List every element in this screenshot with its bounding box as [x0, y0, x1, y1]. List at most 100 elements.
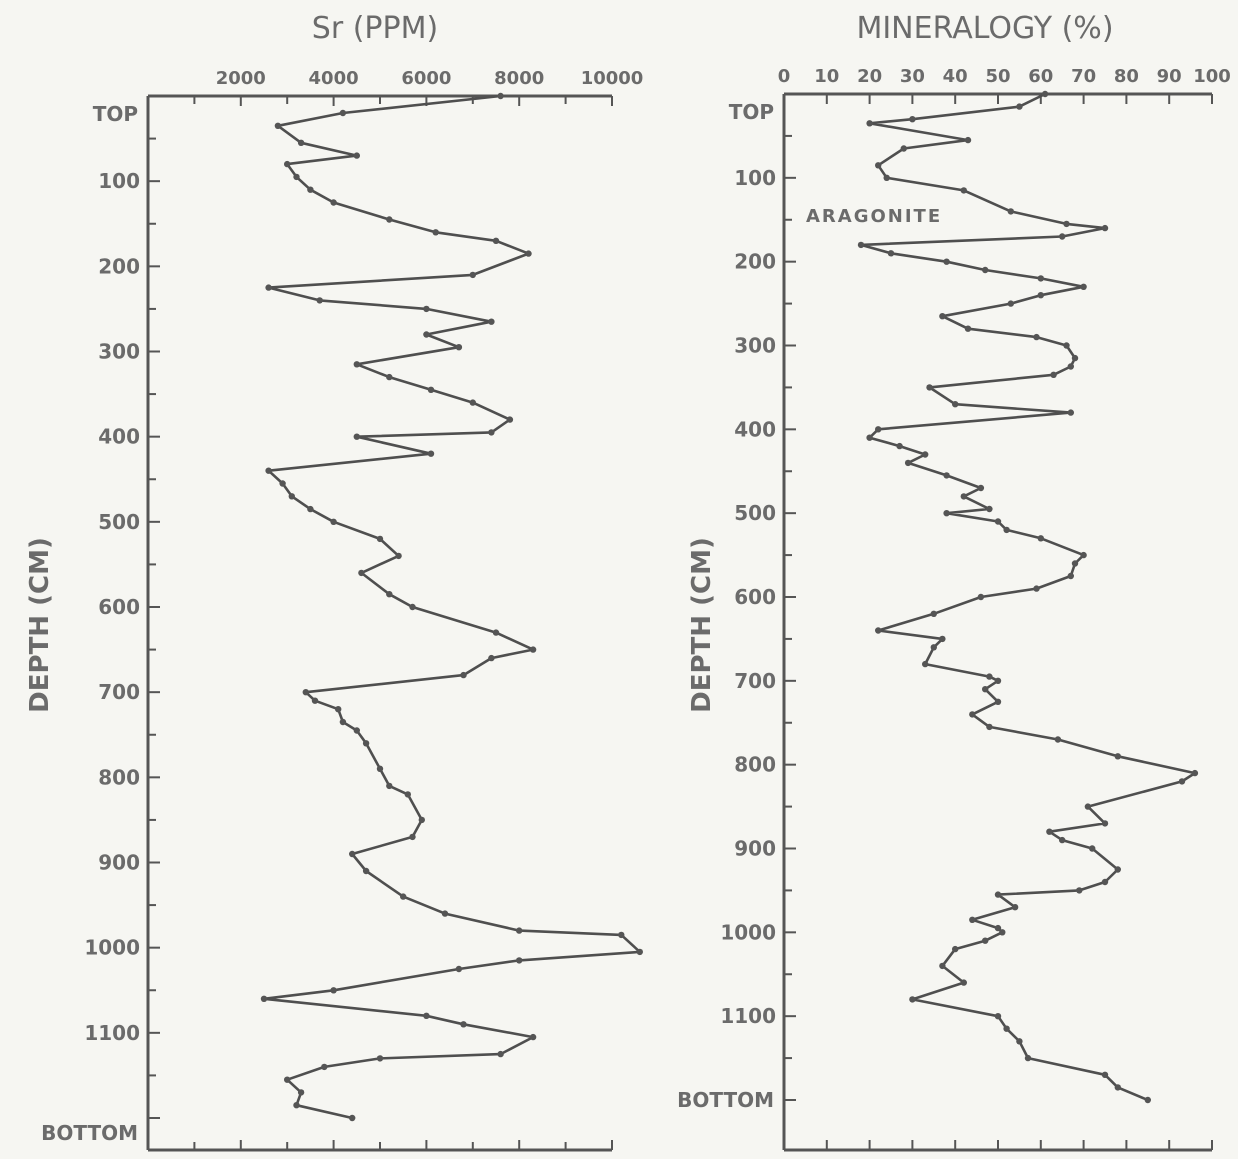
data-point — [977, 484, 985, 492]
data-point — [427, 450, 435, 457]
data-point — [1059, 836, 1066, 844]
y-tick-label: 300 — [734, 334, 776, 358]
data-point — [1080, 283, 1087, 290]
data-point — [330, 987, 337, 994]
y-tick-label: 200 — [98, 254, 140, 278]
x-tick-label: 2000 — [216, 68, 266, 89]
data-point — [1063, 220, 1070, 228]
data-point — [460, 671, 467, 679]
data-point — [492, 629, 500, 636]
data-point — [506, 416, 514, 423]
y-tick-label: 700 — [734, 669, 776, 693]
data-point — [525, 250, 532, 257]
data-point — [423, 331, 430, 338]
data-point — [455, 344, 463, 351]
y-tick-label: 100 — [98, 169, 140, 193]
data-point — [900, 145, 907, 152]
data-point — [460, 1021, 467, 1028]
data-point — [516, 957, 523, 964]
data-point — [1144, 1096, 1152, 1104]
sr-y-axis-label: DEPTH (CM) — [25, 537, 55, 713]
data-point — [376, 765, 384, 772]
data-point — [376, 1055, 384, 1062]
data-point — [909, 116, 916, 123]
y-tick-label: 600 — [734, 585, 776, 609]
data-point — [1089, 845, 1096, 852]
y-tick-label: 800 — [734, 753, 776, 777]
data-point — [418, 816, 425, 824]
x-tick-label: 40 — [943, 66, 968, 87]
y-tick-label: TOP — [729, 100, 774, 124]
data-point — [376, 535, 384, 543]
data-point — [1063, 342, 1070, 349]
data-point — [1101, 820, 1109, 827]
x-tick-label: 90 — [1157, 66, 1182, 87]
data-point — [994, 698, 1002, 705]
data-point — [362, 867, 370, 875]
data-point — [943, 472, 950, 479]
series-line — [262, 94, 642, 1120]
data-point — [432, 229, 439, 236]
data-point — [488, 654, 495, 662]
data-point — [952, 945, 959, 953]
data-point — [358, 569, 365, 577]
data-point — [409, 603, 416, 611]
data-point — [386, 591, 393, 598]
x-tick-label: 20 — [857, 66, 882, 87]
data-point — [1071, 560, 1079, 567]
data-point — [349, 850, 356, 858]
data-point — [279, 480, 286, 487]
data-point — [335, 706, 342, 713]
x-tick-label: 100 — [1193, 66, 1231, 87]
data-point — [939, 635, 946, 643]
mineralogy-y-axis-label: DEPTH (CM) — [687, 537, 717, 713]
data-point — [930, 610, 937, 617]
data-point — [883, 174, 890, 181]
data-point — [887, 250, 895, 257]
y-tick-label: 500 — [734, 501, 776, 525]
data-point — [1101, 878, 1109, 886]
data-point — [293, 1102, 300, 1109]
y-tick-label: 400 — [734, 417, 776, 441]
data-point — [1080, 551, 1087, 559]
sr-chart-title: Sr (PPM) — [312, 11, 438, 46]
data-point — [964, 325, 972, 332]
data-point — [404, 791, 411, 798]
data-point — [1114, 1084, 1122, 1091]
data-point — [1191, 769, 1199, 777]
data-point — [930, 644, 937, 651]
data-point — [386, 373, 393, 381]
data-point — [1033, 333, 1040, 341]
data-point — [339, 718, 347, 726]
data-point — [922, 660, 929, 668]
data-point — [1037, 275, 1045, 282]
data-point — [284, 160, 291, 168]
data-point — [960, 493, 967, 500]
data-point — [1114, 866, 1122, 873]
mineralogy-axes — [782, 92, 1213, 1152]
y-tick-label: TOP — [93, 102, 138, 126]
mineralogy-panel: MINERALOGY (%) 0 10 20 30 40 50 60 70 80 90 100 TO… — [677, 11, 1231, 1152]
data-point — [311, 697, 319, 704]
data-point — [994, 677, 1002, 684]
data-point — [1037, 292, 1045, 299]
data-point — [349, 1114, 356, 1122]
data-point — [339, 109, 347, 117]
data-point — [1016, 103, 1023, 110]
data-point — [1071, 354, 1079, 362]
data-point — [1007, 208, 1014, 215]
data-point — [353, 433, 360, 440]
data-point — [1046, 828, 1053, 835]
data-point — [492, 237, 500, 244]
y-tick-label: 800 — [98, 765, 140, 789]
data-point — [409, 833, 416, 841]
mineralogy-y-tick-labels: TOP 100 200 300 400 500 600 700 800 900 1000 1100 BO… — [677, 100, 776, 1112]
data-point — [293, 173, 300, 181]
data-point — [307, 505, 314, 513]
x-tick-label: 0 — [778, 66, 791, 87]
data-point — [982, 266, 989, 274]
data-point — [288, 493, 295, 500]
data-point — [875, 627, 882, 634]
data-point — [1101, 224, 1109, 232]
y-tick-label: 200 — [734, 250, 776, 274]
